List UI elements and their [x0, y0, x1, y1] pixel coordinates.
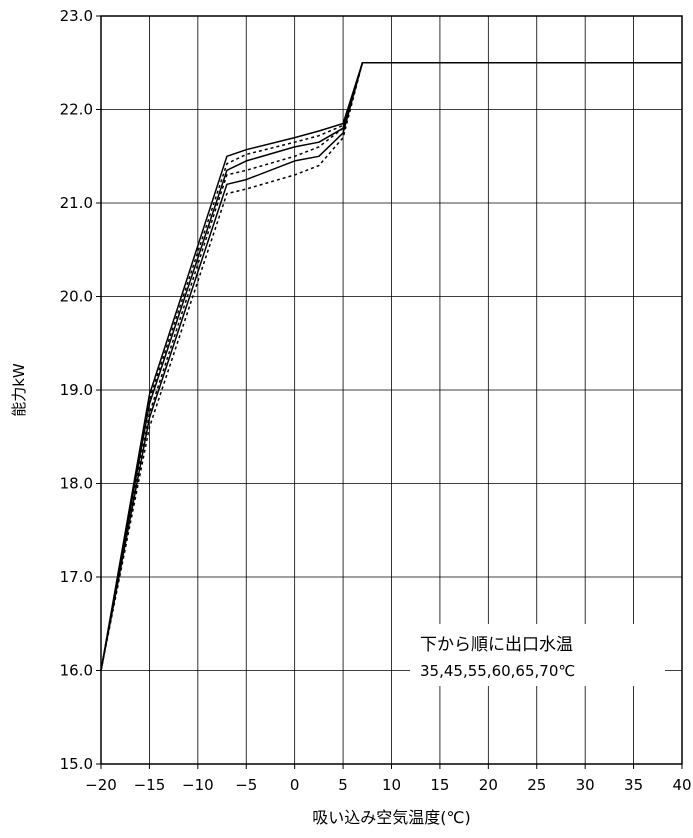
- y-tick-label: 15.0: [60, 755, 93, 773]
- tick-labels: −20 −15 −10 −5 0 5 10 15 20 25 30 35 40 15.0 16.0 17.0 1…: [60, 7, 692, 794]
- x-axis-label: 吸い込み空気温度(℃): [312, 808, 470, 827]
- x-tick-label: −5: [235, 776, 257, 794]
- annotation-background: [410, 624, 665, 686]
- x-tick-label: 30: [576, 776, 595, 794]
- y-axis-label: 能力kW: [10, 363, 28, 417]
- x-tick-label: 10: [382, 776, 401, 794]
- annotation-line-2: 35,45,55,60,65,70℃: [420, 662, 575, 680]
- x-tick-label: −20: [85, 776, 117, 794]
- x-tick-label: 40: [672, 776, 691, 794]
- grid: [101, 16, 682, 764]
- x-tick-label: 25: [527, 776, 546, 794]
- y-tick-label: 21.0: [60, 194, 93, 212]
- y-tick-label: 19.0: [60, 381, 93, 399]
- series-line-6: [100, 62, 682, 671]
- series-group: [100, 62, 682, 671]
- y-tick-label: 17.0: [60, 568, 93, 586]
- x-tick-label: −15: [134, 776, 166, 794]
- x-tick-label: 20: [479, 776, 498, 794]
- y-tick-label: 22.0: [60, 101, 93, 119]
- y-tick-label: 23.0: [60, 7, 93, 25]
- x-tick-label: −10: [182, 776, 214, 794]
- x-tick-label: 35: [624, 776, 643, 794]
- y-tick-label: 18.0: [60, 475, 93, 493]
- y-tick-label: 20.0: [60, 288, 93, 306]
- series-line-5: [100, 62, 682, 671]
- annotation-line-1: 下から順に出口水温: [420, 635, 573, 655]
- x-tick-label: 5: [338, 776, 348, 794]
- x-tick-label: 15: [430, 776, 449, 794]
- x-tick-label: 0: [290, 776, 300, 794]
- y-tick-label: 16.0: [60, 662, 93, 680]
